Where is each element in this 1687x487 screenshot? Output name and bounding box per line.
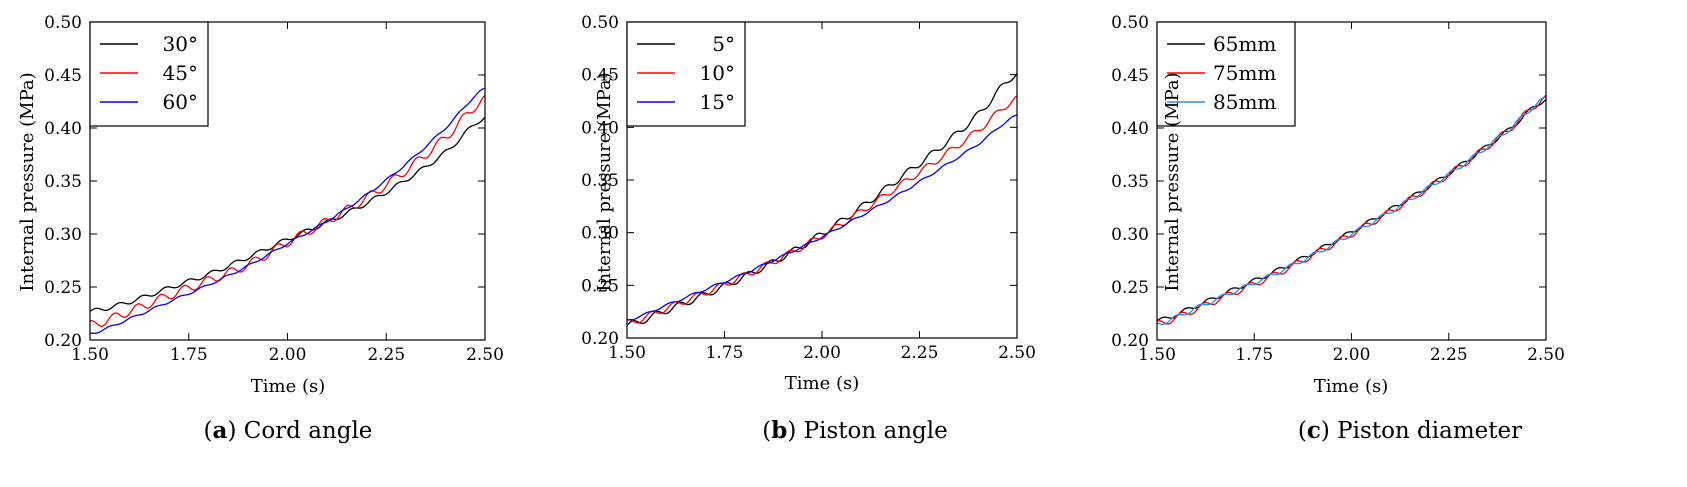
- y-tick-label: 0.20: [581, 329, 619, 349]
- x-tick-label: 2.25: [1430, 345, 1468, 365]
- series-line-65mm: [1157, 98, 1546, 322]
- caption-letter: b: [771, 417, 787, 444]
- series-group: [1157, 94, 1546, 326]
- series-line-45: [90, 94, 485, 327]
- x-axis-title: Time (s): [251, 376, 326, 397]
- x-tick-label: 2.25: [367, 345, 405, 365]
- legend: 5° 10° 15°: [626, 21, 746, 127]
- plot-area-a: 1.50 1.75 2.00 2.25 2.50 0.20 0.25 0.30 0.35 0.40…: [44, 13, 504, 365]
- series-line-85mm: [1157, 96, 1546, 326]
- y-tick-label: 0.25: [581, 276, 619, 296]
- x-tick-label: 1.75: [1235, 345, 1273, 365]
- legend-label: 30°: [163, 32, 198, 56]
- y-tick-label: 0.40: [1111, 119, 1149, 139]
- legend-label: 60°: [163, 90, 198, 114]
- x-tick-label: 2.25: [901, 343, 939, 363]
- panel-a: 1.50 1.75 2.00 2.25 2.50 0.20 0.25 0.30 0.35 0.40…: [17, 13, 504, 444]
- panel-caption: (a) Cord angle: [204, 417, 373, 444]
- caption-letter: c: [1307, 417, 1321, 444]
- series-line-10: [627, 95, 1017, 324]
- x-axis-title: Time (s): [1314, 376, 1389, 397]
- x-tick-label: 2.00: [803, 343, 841, 363]
- y-tick-label: 0.20: [1111, 331, 1149, 351]
- y-tick-label: 0.20: [44, 331, 82, 351]
- y-tick-label: 0.45: [44, 66, 82, 86]
- x-tick-label: 2.50: [1527, 345, 1565, 365]
- plot-area-c: 1.50 1.75 2.00 2.25 2.50 0.20 0.25 0.30 0.35 0.40…: [1111, 13, 1565, 365]
- y-tick-label: 0.50: [1111, 13, 1149, 33]
- x-tick-label: 1.50: [1138, 345, 1176, 365]
- series-line-75mm: [1157, 94, 1546, 325]
- series-line-30: [90, 116, 485, 312]
- panel-b: 1.50 1.75 2.00 2.25 2.50 0.20 0.25 0.30 0.35 0.40…: [581, 13, 1036, 444]
- y-axis-title: Internal pressure (MPa): [17, 72, 38, 291]
- legend-label: 45°: [163, 61, 198, 85]
- legend-label: 75mm: [1213, 61, 1276, 85]
- caption-letter: a: [213, 417, 228, 444]
- y-tick-label: 0.50: [44, 13, 82, 33]
- x-tick-label: 1.50: [71, 345, 109, 365]
- y-tick-label: 0.30: [1111, 225, 1149, 245]
- x-axis-title: Time (s): [785, 373, 860, 394]
- legend: 30° 45° 60°: [89, 21, 209, 127]
- series-line-5: [627, 73, 1017, 326]
- plot-area-b: 1.50 1.75 2.00 2.25 2.50 0.20 0.25 0.30 0.35 0.40…: [581, 13, 1036, 363]
- y-tick-label: 0.40: [581, 118, 619, 138]
- legend-label: 15°: [700, 90, 735, 114]
- panel-caption: (b) Piston angle: [762, 417, 947, 444]
- legend-box: [1156, 21, 1296, 127]
- y-tick-label: 0.35: [581, 171, 619, 191]
- legend-label: 65mm: [1213, 32, 1276, 56]
- y-axis-title: Internal pressure (MPa): [1162, 72, 1183, 291]
- x-tick-label: 1.75: [170, 345, 208, 365]
- legend-label: 85mm: [1213, 90, 1276, 114]
- legend-label: 5°: [712, 32, 735, 56]
- y-tick-label: 0.30: [581, 224, 619, 244]
- caption-text: Piston angle: [796, 418, 947, 444]
- legend-label: 10°: [700, 61, 735, 85]
- x-tick-label: 2.50: [466, 345, 504, 365]
- legend-box: [89, 21, 209, 127]
- series-line-60: [90, 87, 485, 334]
- y-tick-label: 0.35: [44, 172, 82, 192]
- y-tick-label: 0.35: [1111, 172, 1149, 192]
- panel-c: 1.50 1.75 2.00 2.25 2.50 0.20 0.25 0.30 0.35 0.40…: [1111, 13, 1565, 444]
- series-group: [627, 73, 1017, 326]
- x-tick-label: 1.75: [706, 343, 744, 363]
- y-axis-title: Internal pressure (MPa): [594, 72, 615, 291]
- x-tick-label: 2.00: [1333, 345, 1371, 365]
- y-tick-label: 0.50: [581, 13, 619, 33]
- x-tick-label: 2.50: [998, 343, 1036, 363]
- y-tick-label: 0.25: [1111, 278, 1149, 298]
- y-tick-label: 0.30: [44, 225, 82, 245]
- caption-text: Piston diameter: [1330, 418, 1522, 444]
- y-tick-label: 0.40: [44, 119, 82, 139]
- x-tick-label: 2.00: [269, 345, 307, 365]
- y-tick-label: 0.45: [1111, 66, 1149, 86]
- y-tick-label: 0.25: [44, 278, 82, 298]
- series-group: [90, 87, 485, 334]
- legend: 65mm 75mm 85mm: [1156, 21, 1296, 127]
- series-line-15: [627, 114, 1017, 321]
- caption-text: Cord angle: [236, 418, 372, 444]
- panel-caption: (c) Piston diameter: [1298, 417, 1522, 444]
- legend-box: [626, 21, 746, 127]
- x-tick-label: 1.50: [608, 343, 646, 363]
- y-tick-label: 0.45: [581, 66, 619, 86]
